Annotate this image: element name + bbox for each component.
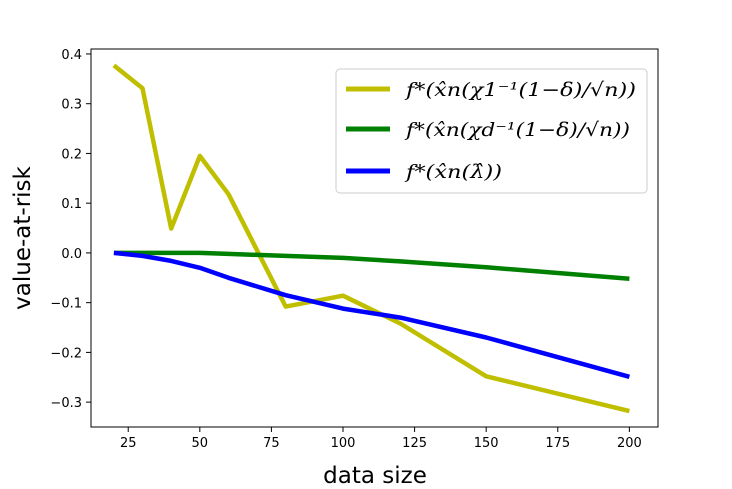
- x-axis-label: data size: [323, 463, 427, 489]
- y-tick-label: 0.1: [61, 197, 82, 212]
- x-ticks: 25 50 75 100 125 150 175 200: [120, 427, 642, 451]
- y-tick-label: −0.1: [50, 297, 82, 312]
- series-line-2: [113, 250, 630, 282]
- x-tick-label: 25: [120, 436, 137, 451]
- x-tick-label: 75: [263, 436, 280, 451]
- legend-box: [335, 68, 648, 194]
- x-tick-label: 150: [474, 436, 499, 451]
- y-tick-label: 0.2: [61, 147, 82, 162]
- x-tick-label: 175: [545, 436, 570, 451]
- legend: f*(x̂n(χ1⁻¹(1−δ)/√n)) f*(x̂n(χd⁻¹(1−δ)/√…: [335, 68, 648, 194]
- y-tick-label: 0.4: [61, 48, 82, 63]
- y-tick-label: −0.3: [50, 396, 82, 411]
- series-layer: [112, 63, 630, 414]
- plot-frame: [90, 48, 659, 428]
- y-tick-label: 0.3: [61, 98, 82, 113]
- series-line-3: [113, 250, 630, 379]
- legend-entry-series-3: f*(x̂n(λ̂)): [404, 161, 502, 183]
- x-tick-label: 200: [617, 436, 642, 451]
- y-axis-label: value-at-risk: [10, 165, 36, 309]
- legend-entry-series-2: f*(x̂n(χd⁻¹(1−δ)/√n)): [404, 119, 630, 141]
- x-tick-label: 50: [192, 436, 209, 451]
- series-line-1: [112, 63, 630, 414]
- y-tick-label: 0.0: [61, 247, 82, 262]
- x-tick-label: 100: [331, 436, 356, 451]
- x-tick-label: 125: [402, 436, 427, 451]
- legend-entry-series-1: f*(x̂n(χ1⁻¹(1−δ)/√n)): [404, 79, 636, 101]
- y-ticks: −0.3 −0.2 −0.1 0.0 0.1 0.2 0.3 0.4: [50, 48, 91, 411]
- y-tick-label: −0.2: [50, 346, 82, 361]
